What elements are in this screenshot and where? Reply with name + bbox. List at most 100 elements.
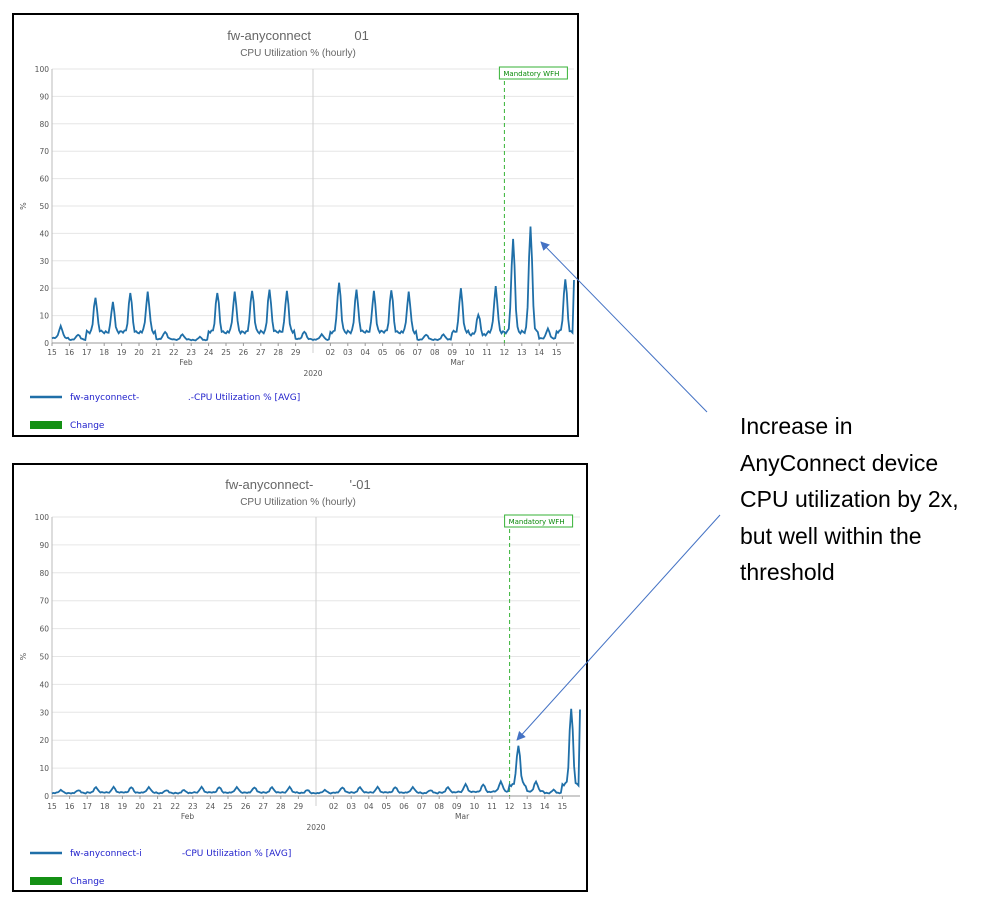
x-tick-label: 17 [82, 348, 92, 357]
annotation-line-4: but well within the [740, 522, 922, 549]
event-label: Mandatory WFH [509, 518, 565, 526]
y-tick-label: 30 [39, 257, 49, 266]
annotation-line-3: CPU utilization by 2x, [740, 486, 959, 512]
x-tick-label: 08 [430, 348, 440, 357]
event-label-box [504, 514, 574, 528]
x-tick-label: 15 [558, 802, 568, 811]
x-tick-label: 18 [100, 802, 110, 811]
series-line [51, 708, 581, 795]
x-tick-label: 14 [534, 348, 544, 357]
x-tick-label: 24 [204, 348, 214, 357]
y-tick-label: 90 [39, 92, 49, 101]
x-tick-label: 12 [500, 348, 510, 357]
x-tick-label: 08 [434, 802, 444, 811]
y-tick-label: 50 [39, 653, 49, 662]
y-tick-label: 30 [39, 708, 49, 717]
chart-panel-bottom: fw-anyconnect- '-01 CPU Utilization % (ho… [12, 463, 588, 892]
x-tick-label: 03 [346, 802, 356, 811]
x-tick-label: 28 [276, 802, 286, 811]
x-tick-label: 21 [153, 802, 163, 811]
month-label-feb: Feb [179, 358, 193, 367]
x-tick-label: 10 [465, 348, 475, 357]
legend-change-label: Change [70, 877, 105, 887]
x-tick-label: 13 [522, 802, 532, 811]
x-tick-label: 15 [47, 348, 57, 357]
x-tick-label: 27 [256, 348, 266, 357]
x-tick-label: 19 [117, 348, 127, 357]
x-tick-label: 14 [540, 802, 550, 811]
x-tick-label: 19 [118, 802, 128, 811]
annotation-line-2: AnyConnect device [740, 449, 939, 476]
x-tick-label: 02 [329, 802, 339, 811]
x-tick-label: 06 [395, 348, 405, 357]
x-tick-label: 26 [241, 802, 251, 811]
x-tick-label: 02 [326, 348, 336, 357]
annotation-arrow-bottom [516, 514, 721, 741]
x-tick-label: 23 [186, 348, 196, 357]
y-tick-label: 40 [39, 229, 49, 238]
x-tick-label: 16 [65, 802, 75, 811]
x-tick-label: 09 [452, 802, 462, 811]
annotation-line-1: Increase in [740, 413, 853, 439]
legend-series-label: fw-anyconnect-i -CPU Utilization % [AVG] [70, 849, 291, 859]
x-tick-label: 17 [82, 802, 92, 811]
x-tick-label: 04 [360, 348, 370, 357]
month-label-mar: Mar [455, 812, 470, 821]
y-tick-label: 0 [44, 792, 49, 801]
y-tick-label: 90 [39, 541, 49, 550]
x-tick-label: 20 [135, 802, 145, 811]
year-label: 2020 [303, 369, 322, 378]
x-tick-label: 22 [170, 802, 180, 811]
chart-subtitle: CPU Utilization % (hourly) [240, 48, 356, 59]
annotation-text: Increase in AnyConnect device CPU utiliz… [740, 408, 985, 591]
x-tick-label: 09 [447, 348, 457, 357]
y-tick-label: 0 [44, 339, 49, 348]
x-tick-label: 21 [152, 348, 162, 357]
x-tick-label: 13 [517, 348, 527, 357]
x-tick-label: 06 [399, 802, 409, 811]
x-tick-label: 23 [188, 802, 198, 811]
annotation-arrow-top [540, 241, 708, 413]
x-tick-label: 22 [169, 348, 179, 357]
x-tick-label: 11 [487, 802, 497, 811]
y-tick-label: 20 [39, 736, 49, 745]
month-label-mar: Mar [450, 358, 465, 367]
x-tick-label: 11 [482, 348, 492, 357]
x-tick-label: 15 [552, 348, 562, 357]
y-tick-label: 60 [39, 175, 49, 184]
x-tick-label: 25 [221, 348, 231, 357]
annotation-line-5: threshold [740, 559, 835, 585]
y-tick-label: 100 [35, 65, 50, 74]
y-tick-label: 80 [39, 120, 49, 129]
series-line [51, 226, 575, 342]
x-tick-label: 20 [134, 348, 144, 357]
x-tick-label: 07 [417, 802, 427, 811]
chart-title: fw-anyconnect- '-01 [225, 477, 371, 492]
y-tick-label: 20 [39, 284, 49, 293]
legend-change-label: Change [70, 421, 105, 431]
x-tick-label: 07 [413, 348, 423, 357]
chart-svg: fw-anyconnect- '-01 CPU Utilization % (ho… [19, 477, 581, 887]
y-tick-label: 10 [39, 312, 49, 321]
x-tick-label: 12 [505, 802, 515, 811]
x-tick-label: 25 [223, 802, 233, 811]
x-tick-label: 24 [206, 802, 216, 811]
chart-svg: fw-anyconnect 01 CPU Utilization % (hourl… [19, 28, 575, 431]
x-tick-label: 28 [273, 348, 283, 357]
chart-panel-top: fw-anyconnect 01 CPU Utilization % (hourl… [12, 13, 579, 437]
y-tick-label: 70 [39, 597, 49, 606]
x-tick-label: 15 [47, 802, 57, 811]
y-tick-label: 60 [39, 625, 49, 634]
x-tick-label: 16 [65, 348, 75, 357]
chart-subtitle: CPU Utilization % (hourly) [240, 497, 356, 508]
y-tick-label: 70 [39, 147, 49, 156]
y-tick-label: 50 [39, 202, 49, 211]
event-label: Mandatory WFH [503, 70, 559, 78]
x-tick-label: 26 [239, 348, 249, 357]
y-tick-label: 100 [35, 513, 50, 522]
legend-series-label: fw-anyconnect- .-CPU Utilization % [AVG] [70, 393, 300, 403]
month-label-feb: Feb [181, 812, 195, 821]
y-tick-label: 80 [39, 569, 49, 578]
chart-title: fw-anyconnect 01 [227, 28, 369, 43]
